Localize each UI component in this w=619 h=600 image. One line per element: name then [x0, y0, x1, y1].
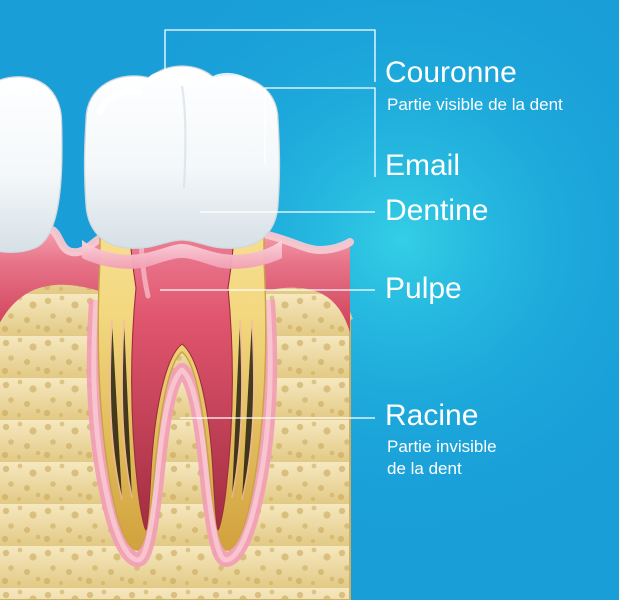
label-couronne-sub-0: Partie visible de la dent [387, 95, 563, 114]
label-dentine-title: Dentine [385, 194, 488, 227]
label-racine-sub-0: Partie invisible [387, 437, 497, 456]
label-couronne-title: Couronne [385, 56, 517, 89]
label-racine-sub-1: de la dent [387, 459, 462, 478]
enamel [85, 66, 280, 248]
label-email-title: Email [385, 149, 460, 182]
label-racine-title: Racine [385, 399, 478, 432]
tooth-anatomy-diagram: Couronne Partie visible de la dent Email De… [0, 0, 619, 600]
diagram-svg: Couronne Partie visible de la dent Email De… [0, 0, 619, 600]
neighbor-tooth [0, 77, 62, 253]
label-pulpe-title: Pulpe [385, 272, 462, 305]
